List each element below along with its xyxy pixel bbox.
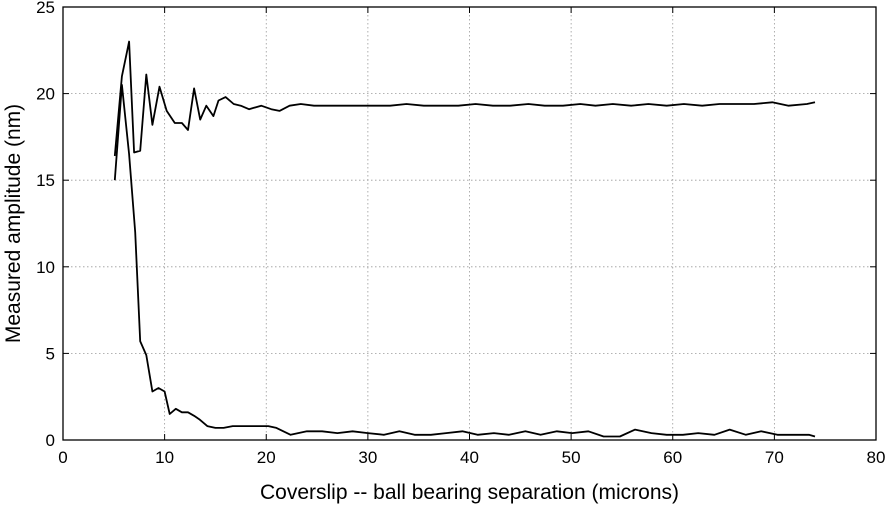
x-tick-label: 40	[460, 448, 479, 467]
x-tick-label: 10	[155, 448, 174, 467]
y-tick-label: 25	[36, 0, 55, 17]
x-tick-label: 20	[257, 448, 276, 467]
x-tick-label: 60	[663, 448, 682, 467]
y-tick-label: 20	[36, 85, 55, 104]
x-tick-label: 50	[562, 448, 581, 467]
x-axis-title: Coverslip -- ball bearing separation (mi…	[260, 481, 679, 504]
x-tick-label: 0	[58, 448, 67, 467]
y-tick-label: 10	[36, 258, 55, 277]
x-tick-label: 70	[765, 448, 784, 467]
series-lines	[113, 40, 816, 438]
y-tick-label: 5	[46, 344, 55, 363]
y-axis-title: Measured amplitude (nm)	[2, 104, 25, 343]
y-tick-label: 15	[36, 171, 55, 190]
series-line-upper	[113, 40, 816, 157]
y-tick-label: 0	[46, 431, 55, 450]
axis-ticks: 0 10 20 30 40 50 60 70 80 0 5 10 15 20 25	[36, 0, 885, 467]
x-tick-label: 30	[358, 448, 377, 467]
x-tick-label: 80	[867, 448, 886, 467]
series-line-lower	[113, 84, 816, 438]
grid-lines	[63, 7, 876, 440]
